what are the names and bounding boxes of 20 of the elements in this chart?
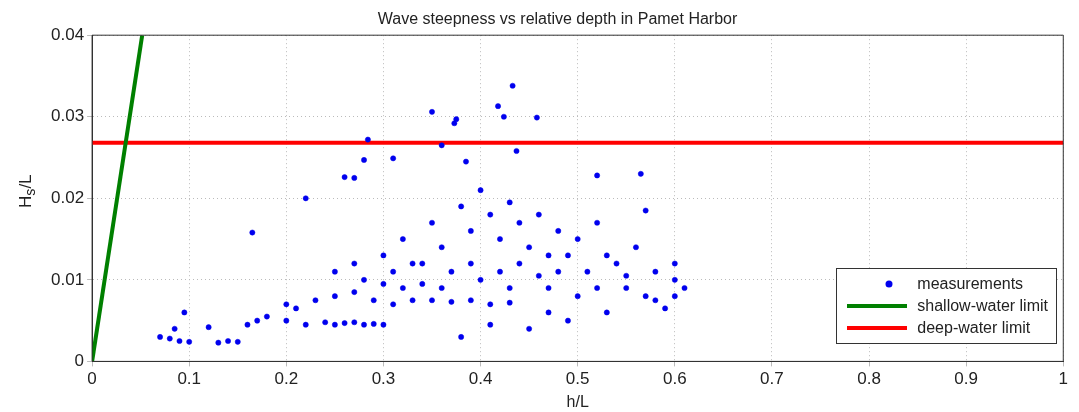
y-tick-label: 0 xyxy=(74,351,85,371)
y-tick-label: 0.02 xyxy=(50,187,85,207)
x-tick-label: 0.4 xyxy=(468,369,493,389)
x-axis-title: h/L xyxy=(566,392,589,410)
y-tick-label: 0.03 xyxy=(50,106,85,126)
x-tick-label: 0.7 xyxy=(760,369,784,389)
x-tick-label: 0.5 xyxy=(565,369,590,389)
x-tick-label: 1 xyxy=(1058,369,1069,389)
x-tick-label: 0.9 xyxy=(954,369,978,389)
y-tick-label: 0.01 xyxy=(50,269,85,289)
legend-label: shallow-water limit xyxy=(917,297,1048,315)
x-tick-label: 0.3 xyxy=(371,369,396,389)
legend-label: measurements xyxy=(917,275,1024,293)
y-tick-label: 0.04 xyxy=(50,24,85,44)
legend-label: deep-water limit xyxy=(917,319,1031,337)
x-tick-label: 0.1 xyxy=(177,369,202,389)
chart-title: Wave steepness vs relative depth in Pamet Harbor xyxy=(377,10,738,28)
x-tick-label: 0.6 xyxy=(662,369,687,389)
x-tick-label: 0.8 xyxy=(857,369,881,389)
x-tick-label: 0.2 xyxy=(274,369,299,389)
